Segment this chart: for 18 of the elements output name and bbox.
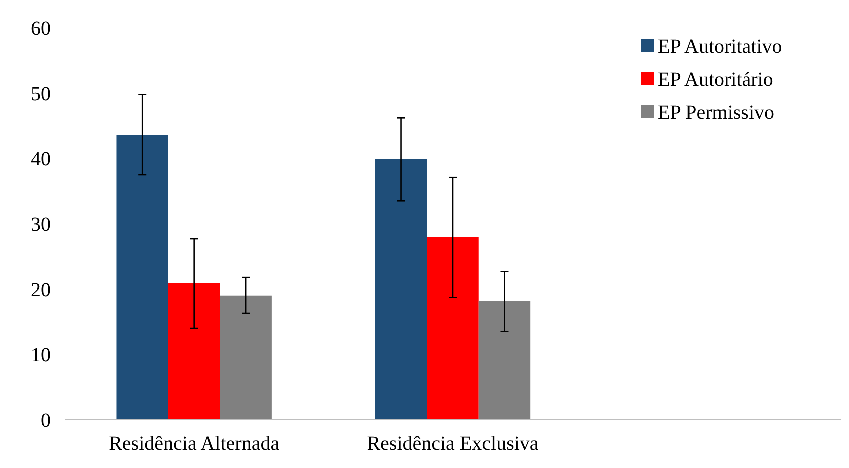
y-tick-label: 50 bbox=[31, 83, 51, 106]
legend-label: EP Autoritativo bbox=[658, 36, 782, 58]
bar bbox=[375, 159, 428, 420]
bar bbox=[116, 135, 168, 420]
legend-label: EP Autoritário bbox=[658, 69, 774, 91]
y-tick-label: 30 bbox=[31, 214, 51, 236]
x-tick-label: Residência Exclusiva bbox=[367, 433, 539, 455]
y-tick-label: 20 bbox=[31, 279, 51, 302]
bar bbox=[220, 296, 272, 420]
y-tick-label: 0 bbox=[41, 410, 51, 432]
x-tick-label: Residência Alternada bbox=[109, 433, 280, 455]
y-tick-label: 60 bbox=[31, 18, 51, 40]
bar bbox=[478, 301, 531, 420]
y-tick-label: 10 bbox=[31, 344, 51, 367]
bar bbox=[168, 283, 220, 420]
legend-label: EP Permissivo bbox=[658, 102, 774, 124]
y-tick-label: 40 bbox=[31, 148, 51, 171]
bar bbox=[427, 237, 479, 420]
